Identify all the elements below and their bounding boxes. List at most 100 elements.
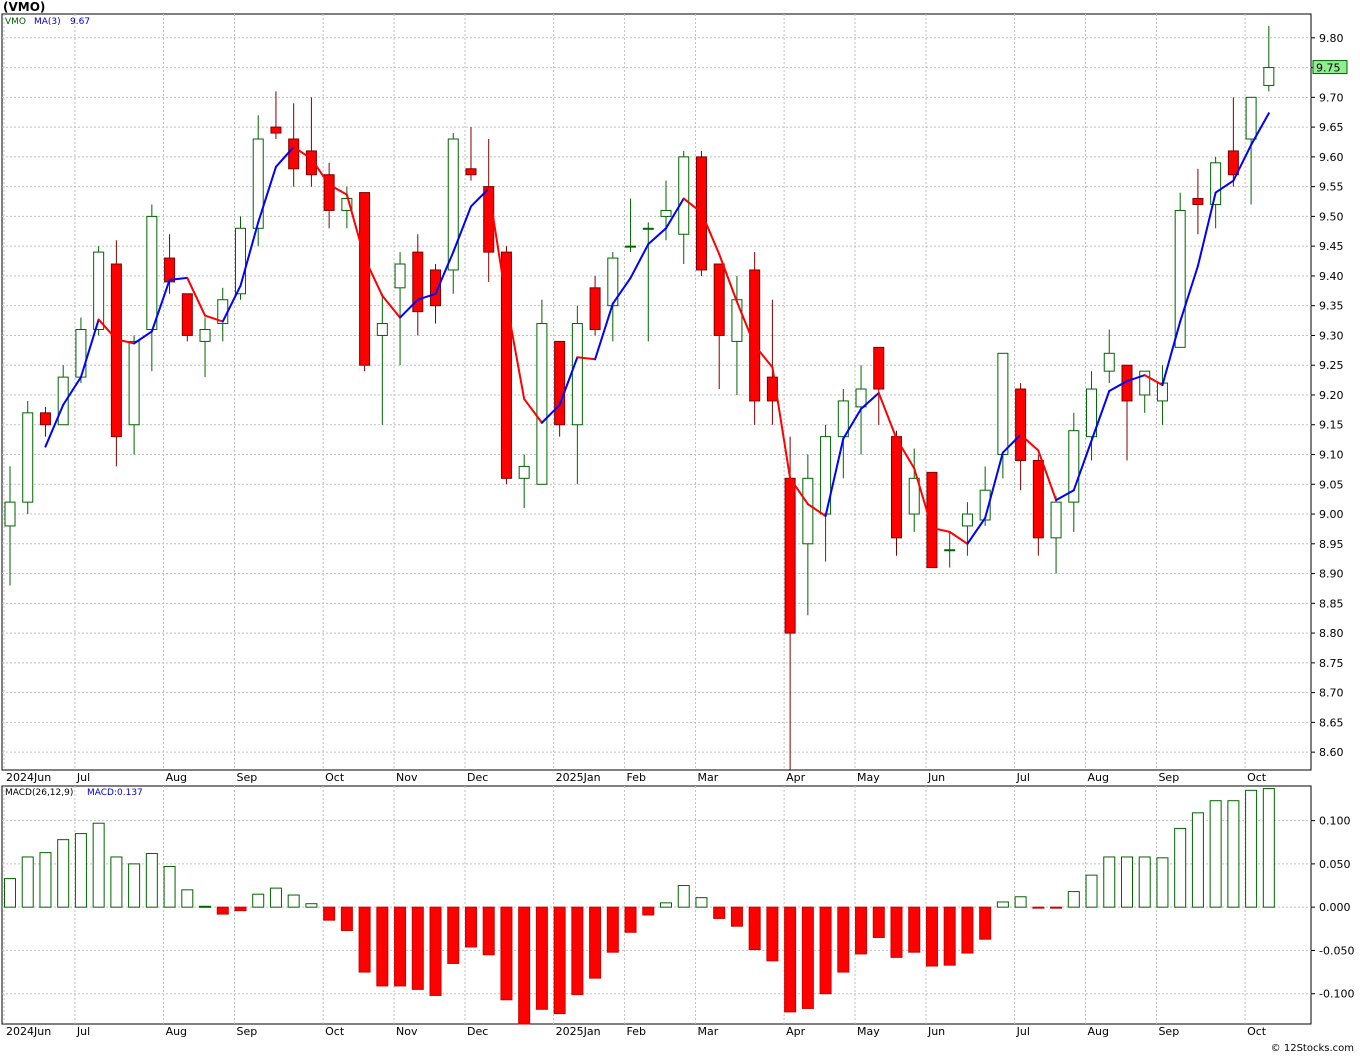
candle-body (891, 436, 902, 539)
candle-body (642, 227, 654, 230)
candle-body (465, 168, 477, 176)
ma-segment (239, 221, 260, 287)
candle-body (926, 471, 938, 569)
macd-bar (642, 906, 655, 916)
ma-segment (363, 257, 384, 297)
ma-segment (434, 251, 455, 295)
ma-segment (399, 298, 419, 319)
price-x-tick-label: Sep (236, 771, 257, 784)
ma-segment (948, 530, 969, 545)
ma-segment (292, 145, 313, 160)
ma-segment (1108, 380, 1128, 393)
macd-x-tick-label: Oct (325, 1025, 345, 1038)
macd-bar (252, 893, 265, 908)
macd-bar (713, 906, 726, 919)
candle-body (270, 126, 282, 134)
macd-bar (269, 887, 282, 908)
candle-body (1192, 198, 1204, 205)
macd-x-tick-label: 2025Jan (556, 1025, 601, 1038)
macd-bar (979, 906, 992, 940)
macd-bar (961, 906, 974, 954)
ma-segment (806, 503, 827, 518)
ma-segment (115, 338, 136, 345)
macd-bar (464, 906, 477, 948)
macd-bar (482, 906, 495, 956)
ma-segment (150, 278, 171, 333)
price-x-tick-label: May (857, 771, 880, 784)
price-tick-label: 9.25 (1319, 359, 1344, 372)
ma-segment (860, 391, 880, 410)
macd-bar (429, 906, 442, 996)
ma-segment (328, 183, 348, 196)
price-tick-label: 8.90 (1319, 568, 1344, 581)
macd-bar (606, 906, 619, 953)
candle-body (1015, 388, 1027, 461)
ma-segment (168, 276, 189, 281)
candle-body (483, 186, 495, 253)
candle-body (802, 477, 814, 545)
macd-bar (447, 906, 460, 964)
macd-bar (589, 906, 602, 979)
candle-body (837, 400, 849, 438)
macd-bar (819, 906, 832, 995)
macd-bar (1138, 856, 1151, 908)
macd-bar (1050, 906, 1063, 909)
ma-segment (487, 187, 508, 303)
candle-body (589, 287, 601, 330)
macd-tick-label: -0.050 (1319, 944, 1354, 957)
candle-body (93, 251, 105, 330)
ma-segment (735, 300, 756, 347)
candle-body (146, 215, 158, 330)
ma-segment (540, 403, 561, 424)
ma-segment (452, 205, 472, 254)
macd-x-tick-label: Sep (236, 1025, 257, 1038)
price-x-tick-label: Oct (325, 771, 345, 784)
ma-segment (274, 145, 295, 168)
price-tick-label: 9.40 (1319, 270, 1344, 283)
ma-segment (984, 451, 1004, 519)
candle-body (341, 198, 353, 211)
price-tick-label: 9.65 (1319, 121, 1344, 134)
macd-bar (4, 878, 16, 908)
macd-bar (943, 906, 956, 966)
macd-bar (376, 906, 389, 987)
macd-tick-label: 0.100 (1319, 815, 1351, 828)
macd-bar (74, 833, 87, 908)
price-tick-label: 8.75 (1319, 657, 1344, 670)
ma-segment (576, 356, 597, 361)
macd-x-tick-label: Feb (627, 1025, 646, 1038)
price-x-tick-label: 2025Jan (556, 771, 601, 784)
macd-bar (145, 853, 158, 908)
candle-body (873, 346, 885, 390)
candle-body (554, 340, 566, 426)
macd-bar (39, 852, 52, 908)
legend-ma-value: 9.67 (70, 17, 90, 27)
ma-segment (345, 193, 366, 260)
macd-x-tick-label: Sep (1158, 1025, 1179, 1038)
candle-body (1050, 501, 1062, 539)
candle-body (412, 251, 424, 313)
ma-segment (877, 391, 898, 440)
macd-bar (163, 865, 176, 908)
price-tick-label: 9.10 (1319, 449, 1344, 462)
macd-bar (411, 906, 424, 990)
macd-bar (730, 906, 743, 927)
price-x-tick-label: Sep (1158, 771, 1179, 784)
macd-bar (908, 906, 921, 953)
candle-body (22, 412, 34, 503)
price-tick-label: 9.35 (1319, 300, 1344, 313)
candle-body (57, 376, 69, 426)
ma-segment (62, 376, 82, 406)
price-tick-label: 8.85 (1319, 597, 1344, 610)
candle-body (518, 465, 530, 479)
macd-bar (216, 906, 229, 915)
macd-bar (801, 906, 814, 1009)
price-tick-label: 8.80 (1319, 627, 1344, 640)
credit-text: © 12Stocks.com (1270, 1043, 1354, 1054)
ma-segment (1196, 191, 1217, 267)
price-x-tick-label: Dec (467, 771, 488, 784)
macd-bar (677, 885, 690, 908)
ma-segment (753, 344, 774, 369)
ma-segment (558, 356, 579, 406)
candle-body (625, 245, 637, 248)
